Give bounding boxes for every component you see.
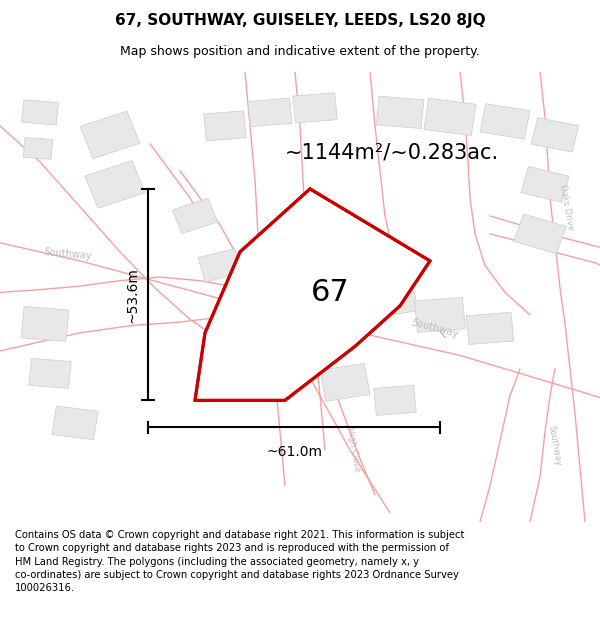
Polygon shape <box>415 298 466 332</box>
Text: Oaks Drive: Oaks Drive <box>557 183 574 231</box>
Text: 67, SOUTHWAY, GUISELEY, LEEDS, LS20 8JQ: 67, SOUTHWAY, GUISELEY, LEEDS, LS20 8JQ <box>115 12 485 28</box>
Text: ~61.0m: ~61.0m <box>266 446 322 459</box>
Polygon shape <box>376 96 424 129</box>
Polygon shape <box>480 104 530 139</box>
Polygon shape <box>521 166 569 202</box>
Polygon shape <box>293 92 337 123</box>
Text: Contains OS data © Crown copyright and database right 2021. This information is : Contains OS data © Crown copyright and d… <box>15 530 464 593</box>
Polygon shape <box>85 161 145 208</box>
Polygon shape <box>195 189 430 401</box>
Polygon shape <box>80 111 140 159</box>
Polygon shape <box>424 98 476 136</box>
Polygon shape <box>248 98 292 127</box>
Polygon shape <box>320 363 370 401</box>
Text: ~53.6m: ~53.6m <box>125 267 139 322</box>
Text: 67: 67 <box>311 278 349 307</box>
Polygon shape <box>204 111 246 141</box>
Text: Southway: Southway <box>44 247 92 261</box>
Polygon shape <box>29 358 71 388</box>
Text: ~1144m²/~0.283ac.: ~1144m²/~0.283ac. <box>285 143 499 163</box>
Text: Southway: Southway <box>410 318 460 339</box>
Polygon shape <box>198 249 242 282</box>
Polygon shape <box>23 138 53 159</box>
Polygon shape <box>514 214 566 254</box>
Polygon shape <box>172 198 218 234</box>
Polygon shape <box>22 100 59 125</box>
Polygon shape <box>466 312 514 344</box>
Polygon shape <box>362 275 418 319</box>
Polygon shape <box>52 406 98 440</box>
Polygon shape <box>532 118 578 152</box>
Text: Southway: Southway <box>547 424 563 466</box>
Polygon shape <box>374 386 416 416</box>
Text: Map shows position and indicative extent of the property.: Map shows position and indicative extent… <box>120 45 480 58</box>
Polygon shape <box>21 306 69 341</box>
Text: High Close: High Close <box>344 427 361 473</box>
